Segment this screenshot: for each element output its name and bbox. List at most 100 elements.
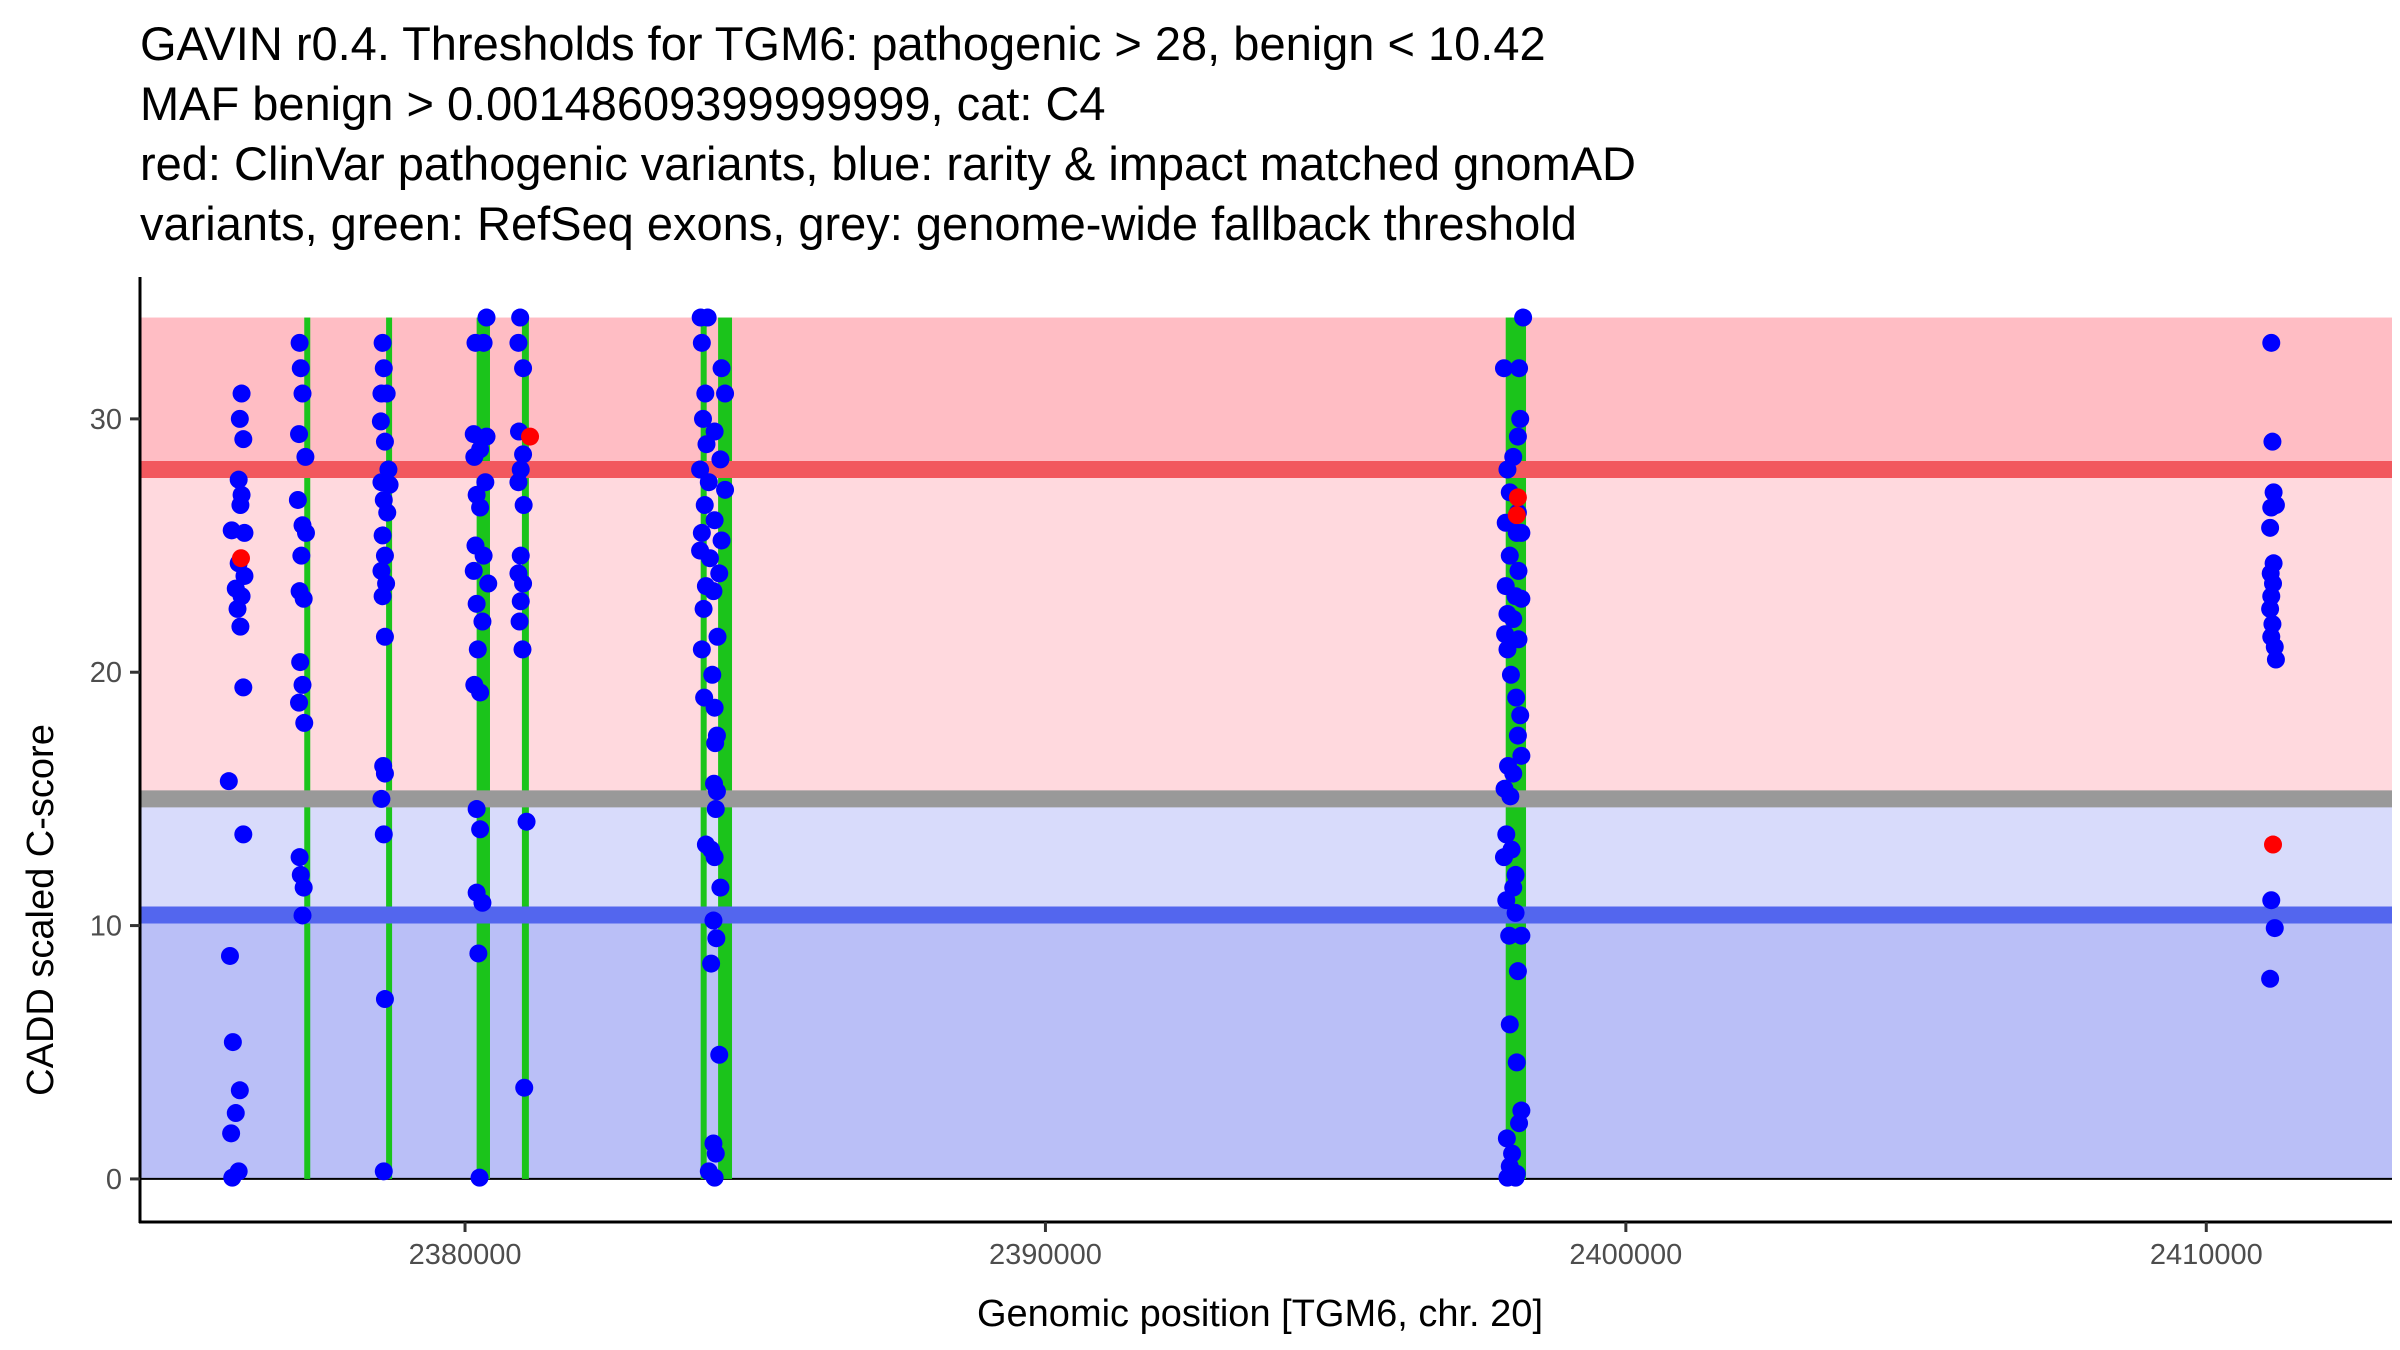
title-line-2: MAF benign > 0.00148609399999999, cat: C… bbox=[140, 77, 1106, 130]
clinvar-point bbox=[231, 549, 250, 568]
gnomad-point bbox=[699, 473, 718, 492]
gnomad-point bbox=[1511, 706, 1530, 725]
gnomad-point bbox=[1508, 962, 1527, 981]
gnomad-point bbox=[372, 789, 391, 808]
gnomad-point bbox=[2261, 518, 2280, 537]
gnomad-point bbox=[234, 430, 253, 449]
gnomad-point bbox=[223, 1033, 242, 1052]
gnomad-point bbox=[2266, 650, 2285, 669]
gnomad-point bbox=[509, 473, 528, 492]
clinvar-point bbox=[1508, 488, 1527, 507]
gnomad-point bbox=[375, 546, 394, 565]
gnomad-point bbox=[290, 848, 309, 867]
gnomad-point bbox=[1497, 891, 1516, 910]
gnomad-point bbox=[471, 498, 490, 517]
gnomad-point bbox=[1506, 1168, 1525, 1187]
clinvar-point bbox=[2264, 835, 2283, 854]
gnomad-point bbox=[295, 713, 314, 732]
gnomad-point bbox=[294, 878, 313, 897]
gnomad-point bbox=[1508, 427, 1527, 446]
gnomad-point bbox=[702, 954, 721, 973]
gnomad-point bbox=[296, 523, 315, 542]
gnomad-point bbox=[231, 496, 250, 515]
gnomad-point bbox=[294, 589, 313, 608]
gnomad-point bbox=[234, 825, 253, 844]
exon-3 bbox=[476, 317, 490, 1179]
gnomad-point bbox=[1511, 409, 1530, 428]
gnomad-point bbox=[291, 359, 310, 378]
gnomad-point bbox=[692, 640, 711, 659]
gnomad-point bbox=[1504, 764, 1523, 783]
gnomad-point bbox=[514, 359, 533, 378]
gnomad-point bbox=[1514, 308, 1533, 327]
gnomad-point bbox=[474, 333, 493, 352]
gnomad-point bbox=[2262, 333, 2281, 352]
gnomad-point bbox=[467, 594, 486, 613]
gnomad-point bbox=[691, 460, 710, 479]
gnomad-point bbox=[706, 1144, 725, 1163]
gnomad-point bbox=[470, 1168, 489, 1187]
gnomad-point bbox=[694, 599, 713, 618]
threshold-bands bbox=[140, 317, 2392, 1180]
gnomad-point bbox=[371, 412, 390, 431]
gnomad-point bbox=[711, 878, 730, 897]
gnomad-point bbox=[706, 734, 725, 753]
gnomad-point bbox=[1510, 359, 1529, 378]
exon-1 bbox=[304, 317, 311, 1179]
x-tick-label: 2410000 bbox=[2150, 1239, 2263, 1271]
gnomad-point bbox=[1512, 589, 1531, 608]
gnomad-point bbox=[700, 549, 719, 568]
gnomad-point bbox=[293, 906, 312, 925]
gnomad-point bbox=[477, 308, 496, 327]
gnomad-point bbox=[1512, 523, 1531, 542]
y-tick-label: 20 bbox=[90, 657, 122, 689]
gnomad-point bbox=[1494, 359, 1513, 378]
gnomad-point bbox=[704, 582, 723, 601]
gnomad-point bbox=[1497, 1129, 1516, 1148]
gnomad-point bbox=[1498, 640, 1517, 659]
gnomad-point bbox=[511, 592, 530, 611]
gnomad-point bbox=[373, 587, 392, 606]
gnomad-point bbox=[220, 946, 239, 965]
gnomad-point bbox=[694, 409, 712, 428]
benign-band bbox=[140, 914, 2392, 1179]
gnomad-point bbox=[706, 800, 725, 819]
gnomad-point bbox=[712, 531, 731, 550]
gnomad-point bbox=[375, 432, 394, 451]
gnomad-point bbox=[293, 384, 312, 403]
gnomad-point bbox=[1507, 1053, 1526, 1072]
gnomad-point bbox=[1500, 546, 1519, 565]
gnomad-point bbox=[514, 445, 533, 464]
gnomad-point bbox=[293, 675, 312, 694]
gnomad-point bbox=[230, 1081, 249, 1100]
gnomad-point bbox=[374, 359, 393, 378]
gnomad-point bbox=[716, 480, 735, 499]
gnomad-point bbox=[230, 409, 249, 428]
x-axis-title: Genomic position [TGM6, chr. 20] bbox=[977, 1293, 1543, 1335]
y-tick-label: 0 bbox=[106, 1164, 122, 1196]
gnomad-point bbox=[697, 435, 716, 454]
benign-zone-upper bbox=[140, 798, 2392, 915]
gnomad-point bbox=[219, 772, 238, 791]
gnomad-point bbox=[1506, 903, 1525, 922]
gnomad-point bbox=[375, 990, 394, 1009]
pathogenic-zone bbox=[140, 469, 2392, 799]
gnomad-point bbox=[517, 812, 536, 831]
gnomad-point bbox=[292, 546, 311, 565]
gnomad-point bbox=[473, 893, 492, 912]
gnomad-point bbox=[511, 546, 530, 565]
variant-points bbox=[219, 308, 2285, 1187]
gnomad-point bbox=[474, 546, 493, 565]
gnomad-point bbox=[515, 1078, 534, 1097]
gnomad-point bbox=[375, 627, 394, 646]
gnomad-point bbox=[707, 929, 726, 948]
gnomad-point bbox=[703, 665, 722, 684]
gnomad-point bbox=[222, 1124, 241, 1143]
gnomad-point bbox=[692, 333, 711, 352]
gnomad-point bbox=[1497, 825, 1516, 844]
gnomad-point bbox=[511, 308, 530, 327]
gnomad-point bbox=[710, 564, 729, 583]
gnomad-point bbox=[1512, 746, 1531, 765]
gnomad-point bbox=[288, 490, 307, 509]
gnomad-point bbox=[2262, 498, 2281, 517]
